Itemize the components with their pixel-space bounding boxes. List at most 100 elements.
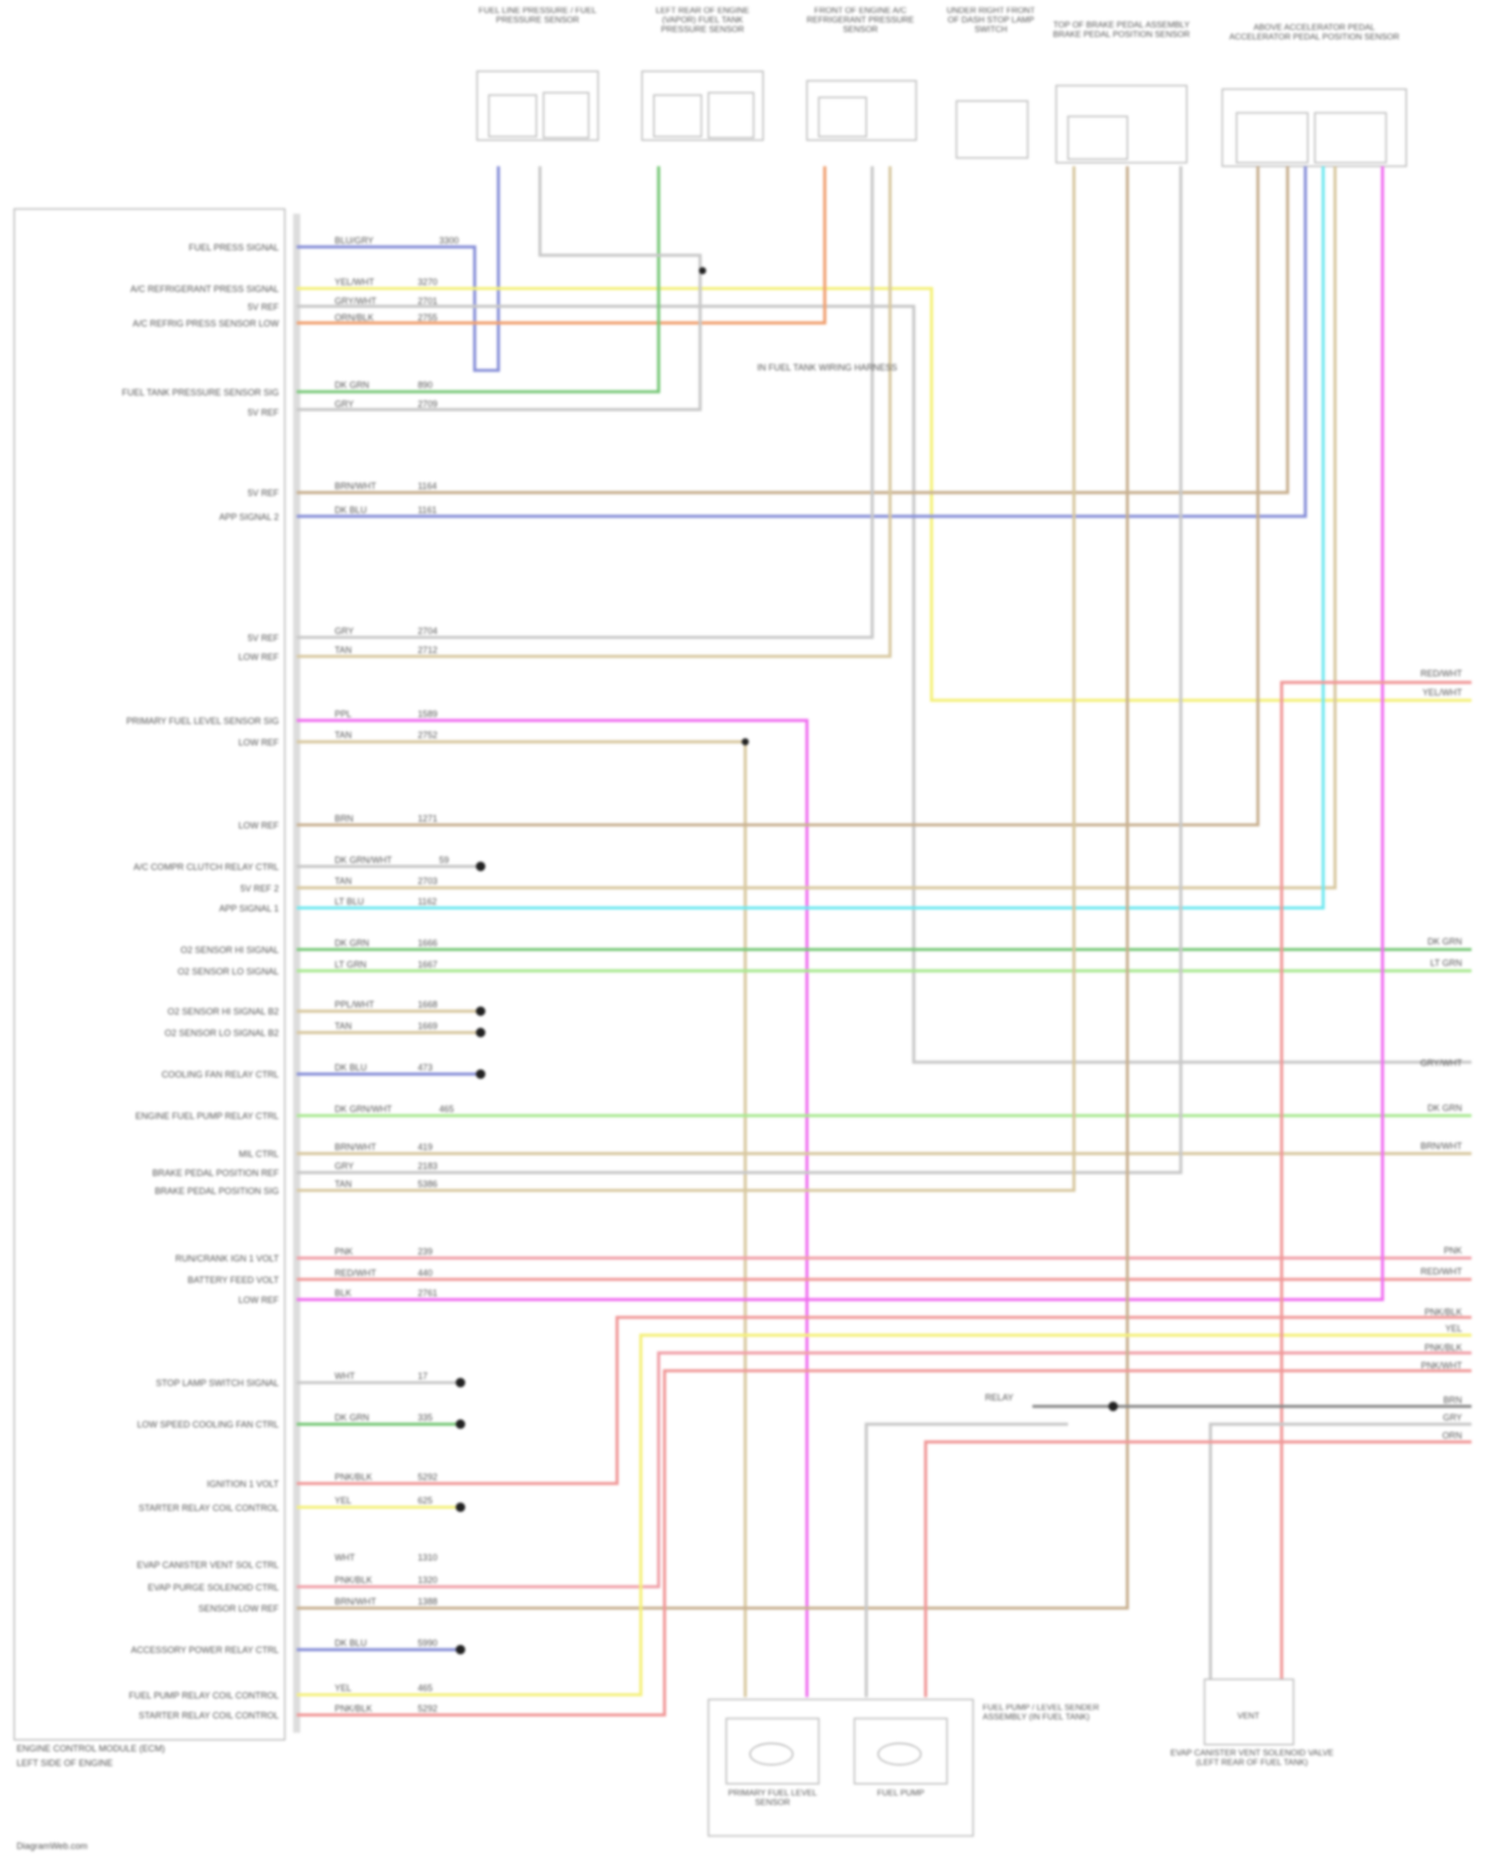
wire-low-ref-1 bbox=[296, 166, 892, 658]
pin-label: LOW REF bbox=[238, 1295, 279, 1305]
svg-text:PNK/BLK: PNK/BLK bbox=[1424, 1343, 1462, 1353]
pin-label: FUEL PRESS SIGNAL bbox=[189, 243, 279, 253]
wire-circuit-label: 17 bbox=[418, 1371, 428, 1381]
wire-color-label: BRN/WHT bbox=[335, 1142, 377, 1152]
ecm-footer-2: LEFT SIDE OF ENGINE bbox=[17, 1758, 113, 1768]
svg-text:DK GRN: DK GRN bbox=[1427, 937, 1462, 947]
wire-5v-ref-2 bbox=[296, 166, 702, 412]
component-title: TOP OF BRAKE PEDAL ASSEMBLY BRAKE PEDAL … bbox=[1053, 21, 1190, 40]
pin-label: MIL CTRL bbox=[239, 1149, 279, 1159]
wire-ign1-b bbox=[296, 1315, 1472, 1486]
wire-evap-vent bbox=[1280, 680, 1472, 1680]
wire-circuit-label: 2704 bbox=[418, 626, 438, 636]
svg-text:RED/WHT: RED/WHT bbox=[1421, 1267, 1463, 1277]
wire-circuit-label: 440 bbox=[418, 1268, 433, 1278]
component-title: LEFT REAR OF ENGINE (VAPOR) FUEL TANK PR… bbox=[655, 7, 750, 35]
wire-circuit-label: 2712 bbox=[418, 645, 438, 655]
wire-circuit-label: 1271 bbox=[418, 813, 438, 823]
component-stop-lamp-switch: UNDER RIGHT FRONT OF DASH STOP LAMP SWIT… bbox=[946, 7, 1036, 159]
wire-color-label: PNK/BLK bbox=[335, 1472, 373, 1482]
wire-color-label: TAN bbox=[335, 1021, 352, 1031]
wire-circuit-label: 1310 bbox=[418, 1553, 438, 1563]
wire-color-label: DK GRN bbox=[335, 938, 370, 948]
pin-label: O2 SENSOR LO SIGNAL bbox=[178, 966, 279, 976]
wire-circuit-label: 2709 bbox=[418, 399, 438, 409]
wire-evap-gnd bbox=[1208, 1422, 1472, 1680]
svg-text:DK GRN: DK GRN bbox=[1427, 1103, 1462, 1113]
wire-bpp-signal bbox=[296, 166, 1076, 1192]
wire-fuel-pump-gnd bbox=[864, 1422, 1069, 1698]
pin-label: 5V REF bbox=[248, 407, 280, 417]
wire-circuit-label: 1388 bbox=[418, 1597, 438, 1607]
wire-color-label: YEL bbox=[335, 1496, 352, 1506]
wire-circuit-label: 1161 bbox=[418, 505, 437, 515]
pin-label: LOW REF bbox=[238, 820, 279, 830]
pin-label: 5V REF 2 bbox=[240, 883, 279, 893]
evap-label: EVAP CANISTER VENT SOLENOID VALVE (LEFT … bbox=[1170, 1749, 1334, 1768]
wire-ac-low bbox=[296, 166, 827, 325]
wire-color-label: WHT bbox=[335, 1553, 356, 1563]
wire-circuit-label: 335 bbox=[418, 1413, 433, 1423]
pin-label: FUEL TANK PRESSURE SENSOR SIG bbox=[122, 387, 279, 397]
ecm-box bbox=[13, 208, 286, 1741]
svg-text:VENT: VENT bbox=[1237, 1710, 1259, 1720]
wire-circuit-label: 2755 bbox=[418, 313, 438, 323]
wire-circuit-label: 1666 bbox=[418, 938, 438, 948]
wire-fuel-pump-feed bbox=[924, 1440, 1472, 1698]
wire-low-ref-3 bbox=[296, 166, 1260, 827]
wire-circuit-label: 5386 bbox=[418, 1179, 438, 1189]
pin-labels: FUEL PRESS SIGNAL A/C REFRIGERANT PRESS … bbox=[122, 243, 280, 1721]
pin-label: 5V REF bbox=[248, 302, 280, 312]
wire-color-label: PNK/BLK bbox=[335, 1575, 373, 1585]
wire-color-label: YEL/WHT bbox=[335, 277, 375, 287]
component-title: FRONT OF ENGINE A/C REFRIGERANT PRESSURE… bbox=[806, 7, 915, 35]
svg-text:PNK: PNK bbox=[1444, 1245, 1462, 1255]
svg-text:YEL: YEL bbox=[1445, 1324, 1462, 1334]
splice-bullets bbox=[455, 267, 1118, 1655]
pin-label: APP SIGNAL 1 bbox=[219, 904, 279, 914]
right-edge-labels: RED/WHT YEL/WHT DK GRN LT GRN GRY/WHT DK GR… bbox=[1420, 669, 1462, 1441]
wire-circuit-label: 465 bbox=[439, 1104, 454, 1114]
wire-sensor-low bbox=[296, 166, 1129, 1610]
svg-text:BRN/WHT: BRN/WHT bbox=[1421, 1141, 1463, 1151]
wire-circuit-label: 1669 bbox=[418, 1021, 438, 1031]
watermark: DiagramWeb.com bbox=[17, 1841, 88, 1851]
component-title: UNDER RIGHT FRONT OF DASH STOP LAMP SWIT… bbox=[946, 7, 1036, 35]
pin-label: PRIMARY FUEL LEVEL SENSOR SIG bbox=[126, 716, 279, 726]
wire-circuit-label: 5292 bbox=[418, 1703, 438, 1713]
wire-color-label: BRN/WHT bbox=[335, 1597, 377, 1607]
wire-circuit-label: 1162 bbox=[418, 896, 437, 906]
wire-app-signal-1 bbox=[296, 166, 1325, 910]
wire-color-label: PPL bbox=[335, 709, 352, 719]
wire-color-label: GRY bbox=[335, 626, 354, 636]
wire-tank-press-signal bbox=[296, 166, 661, 394]
pin-label: IGNITION 1 VOLT bbox=[207, 1479, 280, 1489]
pin-label: O2 SENSOR HI SIGNAL bbox=[181, 945, 279, 955]
wire-circuit-label: 1164 bbox=[418, 481, 437, 491]
wire-color-label: BLK bbox=[335, 1288, 352, 1298]
pin-label: LOW SPEED COOLING FAN CTRL bbox=[137, 1420, 279, 1430]
wire-circuit-label: 1320 bbox=[418, 1575, 438, 1585]
wire-circuit-label: 3270 bbox=[418, 277, 438, 287]
wire-circuit-label: 5292 bbox=[418, 1472, 438, 1482]
fuel-level-sensor-label: PRIMARY FUEL LEVEL SENSOR bbox=[728, 1789, 818, 1808]
wire-fuel-pump-coil bbox=[296, 1333, 1472, 1697]
wire-color-label: GRY bbox=[335, 1161, 354, 1171]
svg-text:RED/WHT: RED/WHT bbox=[1421, 669, 1463, 679]
wire-color-label: DK BLU bbox=[335, 1638, 367, 1648]
wire-color-label: BRN bbox=[335, 813, 354, 823]
wire-ac-press-signal bbox=[296, 286, 1472, 702]
wire-5v-ref-3 bbox=[296, 166, 1290, 495]
wire-circuit-label: 1668 bbox=[418, 1000, 438, 1010]
pin-label: RUN/CRANK IGN 1 VOLT bbox=[175, 1254, 279, 1264]
evap-vent-solenoid: VENT EVAP CANISTER VENT SOLENOID VALVE (… bbox=[1170, 1678, 1334, 1768]
wire-color-label: TAN bbox=[335, 730, 352, 740]
pin-label: STOP LAMP SWITCH SIGNAL bbox=[156, 1378, 279, 1388]
pin-label: FUEL PUMP RELAY COIL CONTROL bbox=[129, 1690, 279, 1700]
wire-color-label: YEL bbox=[335, 1683, 352, 1693]
fuel-pump-label: FUEL PUMP bbox=[877, 1789, 925, 1798]
wire-color-label: ORN/BLK bbox=[335, 313, 374, 323]
pin-label: COOLING FAN RELAY CTRL bbox=[162, 1070, 279, 1080]
wire-app-signal-2 bbox=[296, 166, 1307, 518]
wire-color-label: BRN/WHT bbox=[335, 481, 377, 491]
